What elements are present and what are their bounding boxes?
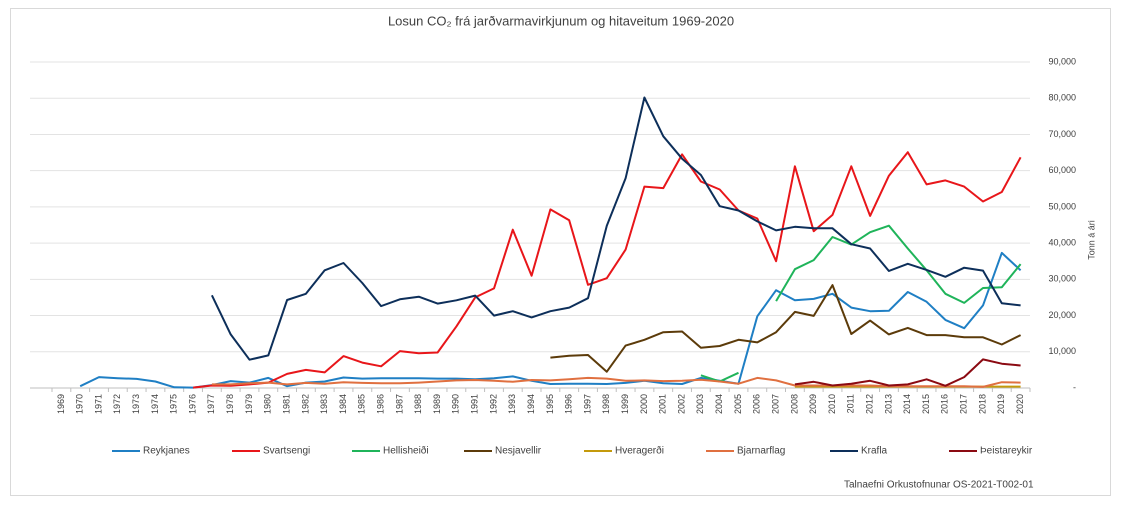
x-tick-label: 1970 xyxy=(75,394,85,414)
x-tick-label: 1992 xyxy=(488,394,498,414)
x-tick-label: 2016 xyxy=(940,394,950,414)
x-tick-label: 2006 xyxy=(752,394,762,414)
x-tick-label: 1982 xyxy=(300,394,310,414)
x-tick-label: 2019 xyxy=(996,394,1006,414)
x-tick-label: 1984 xyxy=(338,394,348,414)
y-tick-label: 30,000 xyxy=(1048,274,1076,284)
chart-title: Losun CO₂ frá jarðvarmavirkjunum og hita… xyxy=(388,13,734,28)
x-tick-label: 1972 xyxy=(112,394,122,414)
legend-label: Svartsengi xyxy=(263,446,310,457)
y-tick-label: 60,000 xyxy=(1048,165,1076,175)
x-tick-label: 2013 xyxy=(883,394,893,414)
x-tick-label: 2002 xyxy=(676,394,686,414)
x-tick-label: 1994 xyxy=(526,394,536,414)
x-tick-label: 2007 xyxy=(770,394,780,414)
x-tick-label: 1985 xyxy=(357,394,367,414)
legend-label: Hellisheiði xyxy=(383,445,429,457)
x-tick-label: 2010 xyxy=(827,394,837,414)
y-tick-label: 20,000 xyxy=(1048,310,1076,320)
x-tick-label: 1987 xyxy=(394,394,404,414)
x-tick-label: 1969 xyxy=(56,394,66,414)
x-tick-label: 1973 xyxy=(131,394,141,414)
x-tick-label: 2020 xyxy=(1015,394,1025,414)
legend-label: Reykjanes xyxy=(143,446,190,457)
source-note: Talnaefni Orkustofnunar OS-2021-T002-01 xyxy=(844,480,1034,491)
x-tick-label: 1974 xyxy=(150,394,160,414)
x-tick-label: 2011 xyxy=(846,394,856,413)
x-tick-label: 2017 xyxy=(959,394,969,414)
x-tick-label: 1988 xyxy=(413,394,423,414)
x-tick-label: 2009 xyxy=(808,394,818,414)
series-line xyxy=(210,96,1021,361)
x-tick-label: 2000 xyxy=(639,394,649,414)
x-tick-label: 1990 xyxy=(451,394,461,414)
x-tick-label: 1981 xyxy=(281,394,291,414)
legend-label: Nesjavellir xyxy=(495,446,542,457)
series-line xyxy=(192,151,1022,389)
legend-label: Bjarnarflag xyxy=(737,446,785,457)
legend-label: Hveragerði xyxy=(615,445,664,457)
x-tick-label: 1980 xyxy=(263,394,273,414)
x-tick-label: 2012 xyxy=(865,394,875,414)
x-tick-label: 2003 xyxy=(695,394,705,414)
series-line xyxy=(550,284,1022,373)
series-line xyxy=(794,358,1021,387)
y-axis-label: Tonn á ári xyxy=(1086,220,1096,260)
x-tick-label: 2005 xyxy=(733,394,743,414)
y-tick-label: 90,000 xyxy=(1048,56,1076,66)
x-tick-label: 1975 xyxy=(169,394,179,414)
x-tick-label: 1996 xyxy=(564,394,574,414)
x-tick-label: 2014 xyxy=(902,394,912,414)
x-tick-label: 1989 xyxy=(432,394,442,414)
x-tick-label: 2008 xyxy=(789,394,799,414)
x-tick-label: 1998 xyxy=(601,394,611,414)
x-tick-label: 2004 xyxy=(714,394,724,414)
x-tick-label: 1995 xyxy=(545,394,555,414)
x-tick-label: 1993 xyxy=(507,394,517,414)
y-tick-label: 80,000 xyxy=(1048,93,1076,103)
x-tick-label: 2018 xyxy=(977,394,987,414)
x-tick-label: 2001 xyxy=(658,394,668,414)
x-tick-label: 1983 xyxy=(319,394,329,414)
y-tick-label: 70,000 xyxy=(1048,129,1076,139)
y-tick-label: - xyxy=(1073,382,1076,392)
x-tick-label: 1978 xyxy=(225,394,235,414)
x-tick-label: 1976 xyxy=(187,394,197,414)
x-tick-label: 1997 xyxy=(582,394,592,414)
x-tick-label: 1971 xyxy=(93,394,103,414)
series-line xyxy=(211,376,1021,388)
chart-frame xyxy=(10,8,1111,496)
x-tick-label: 1999 xyxy=(620,394,630,414)
x-tick-label: 1979 xyxy=(244,394,254,414)
x-tick-label: 2015 xyxy=(921,394,931,414)
x-tick-label: 1977 xyxy=(206,394,216,414)
x-tick-label: 1986 xyxy=(376,394,386,414)
y-tick-label: 50,000 xyxy=(1048,201,1076,211)
legend-label: Krafla xyxy=(861,446,888,457)
y-tick-label: 10,000 xyxy=(1048,346,1076,356)
x-tick-label: 1991 xyxy=(470,394,480,414)
series-line xyxy=(79,251,1022,389)
y-tick-label: 40,000 xyxy=(1048,237,1076,247)
legend-label: Þeistareykir xyxy=(980,446,1033,457)
